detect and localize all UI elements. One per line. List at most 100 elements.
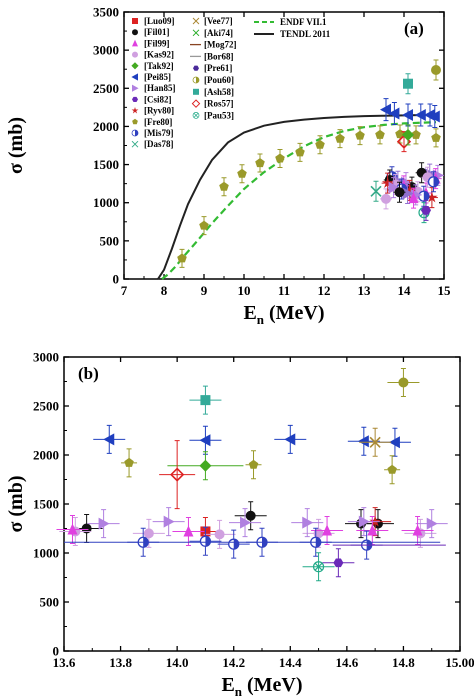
point-han85	[302, 516, 314, 529]
b-xtick-label: 14.8	[392, 655, 415, 670]
point-mis79-half	[205, 536, 211, 547]
point-ros57	[170, 467, 185, 482]
point-tak92	[402, 128, 414, 141]
panel-b: 13.6 13.8 14.0 14.2 14.4 14.6 14.8 15.00 0 500 100…	[5, 350, 474, 700]
point-fil99	[67, 523, 78, 535]
pei85-point	[428, 110, 440, 123]
cluster-point	[381, 177, 394, 188]
point-pau53-x	[314, 562, 323, 571]
legend-label: [Pou60]	[204, 75, 234, 85]
point-pei85	[199, 434, 211, 447]
legend-marker-c2-5-half	[196, 77, 199, 83]
legend-marker	[193, 65, 199, 71]
point-han85	[358, 515, 370, 528]
b-panel-label: (b)	[78, 364, 99, 383]
legend-marker	[131, 140, 139, 148]
legend-marker	[192, 112, 200, 119]
a-ytick-label: 500	[100, 233, 120, 248]
legend-marker	[132, 29, 138, 36]
b-ytick-label: 2000	[33, 448, 59, 463]
point-pou60	[431, 64, 441, 75]
a-xtick-label: 11	[278, 283, 290, 298]
a-xtick-label: 10	[238, 283, 251, 298]
pei85-point	[402, 108, 413, 121]
fre80-point	[375, 129, 385, 139]
a-xtick-label: 13	[358, 283, 372, 298]
legend-label: [Fil99]	[144, 38, 170, 48]
legend-marker	[193, 88, 199, 95]
legend-label: [Das78]	[144, 139, 174, 149]
point-ash58	[200, 395, 211, 406]
point-han85	[240, 516, 252, 529]
legend-marker	[131, 129, 139, 137]
b-ytick-label: 500	[40, 595, 60, 610]
point-das78	[370, 185, 382, 197]
legend-marker-6	[132, 84, 139, 92]
point-pei85	[357, 435, 369, 448]
a-ytick-label: 3000	[93, 43, 119, 58]
legend-marker-10-half	[135, 130, 138, 136]
legend-label: [Fre80]	[144, 117, 172, 127]
b-xtick-label: 13.8	[109, 655, 132, 670]
cluster-point	[402, 187, 414, 200]
legend-marker-1	[132, 29, 138, 36]
legend-marker-c2-7	[191, 99, 201, 108]
fre80-point	[255, 158, 265, 168]
a-ytick-label: 2500	[93, 81, 119, 96]
tendl-curve	[157, 114, 436, 280]
fre80-point	[355, 130, 365, 140]
a-xtick-label: 14	[398, 283, 412, 298]
cluster-point	[394, 187, 405, 198]
point-pei85	[388, 436, 400, 449]
point-kas92	[214, 529, 225, 540]
legend-marker-8	[131, 107, 139, 114]
point-mis79-half	[233, 539, 239, 550]
cluster-point	[426, 191, 438, 203]
a-xlabel: En (MeV)	[243, 302, 324, 327]
legend-marker-c2-8	[192, 112, 200, 119]
point-pei85	[284, 433, 296, 446]
point-kas92	[143, 528, 154, 539]
legend-marker	[131, 62, 139, 70]
point-fre80	[387, 464, 397, 474]
point-vee77	[369, 436, 381, 448]
legend-label: [Ash58]	[204, 87, 234, 97]
legend-label: [Bor68]	[204, 51, 234, 61]
legend-label: [Luo09]	[144, 16, 175, 26]
endf-curve	[161, 121, 437, 280]
legend-label: [Pre61]	[204, 63, 232, 73]
legend-marker-c2-1	[192, 29, 200, 37]
panel-a: 7 8 9 10 11 12 13 14 15 0 500 1000 1500 2000 2500 3000 3…	[5, 5, 451, 328]
fre80-point	[219, 181, 229, 191]
fre80-point	[237, 168, 247, 178]
b-frame	[63, 356, 461, 652]
pei85-point	[414, 108, 426, 121]
legend-label: [Mog72]	[204, 40, 237, 50]
legend-marker-c2-6	[193, 88, 199, 95]
point-fil99	[412, 524, 423, 536]
legend-marker-2	[132, 39, 138, 47]
point-pau53	[312, 561, 325, 573]
legend-marker-0	[132, 18, 138, 24]
cluster-point	[381, 193, 391, 204]
legend-marker	[192, 17, 200, 25]
a-xtick-label: 8	[161, 283, 168, 298]
legend-marker	[132, 118, 138, 125]
legend-label: [Aki74]	[204, 28, 233, 38]
legend-label: TENDL 2011	[280, 29, 331, 39]
legend-marker-c2-8-x	[193, 113, 199, 118]
b-xlabel: En (MeV)	[221, 674, 302, 699]
legend-label: ENDF VII.1	[280, 17, 327, 27]
a-ytick-label: 2000	[93, 119, 119, 134]
legend-marker-5	[131, 73, 138, 81]
b-xtick-label: 14.2	[222, 655, 245, 670]
point-fil99	[367, 524, 378, 536]
legend-marker-3	[132, 51, 138, 58]
legend-label: [Fil01]	[144, 27, 170, 37]
fre80-point	[335, 133, 345, 143]
a-ytick-label: 3500	[93, 5, 119, 20]
cluster-point	[404, 184, 416, 196]
b-xtick-label: 14.4	[279, 655, 302, 670]
pei85-point	[380, 103, 391, 116]
